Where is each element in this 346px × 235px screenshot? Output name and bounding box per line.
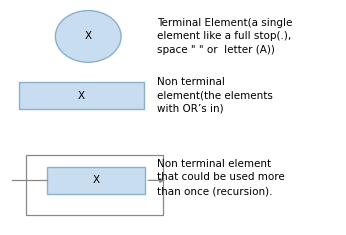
Text: X: X — [78, 91, 85, 101]
Text: X: X — [92, 175, 100, 185]
Bar — [26, 155, 163, 215]
Text: Non terminal
element(the elements
with OR’s in): Non terminal element(the elements with O… — [157, 77, 273, 114]
Bar — [19, 82, 144, 109]
Text: Terminal Element(a single
element like a full stop(.),
space " " or  letter (A)): Terminal Element(a single element like a… — [157, 18, 293, 55]
Ellipse shape — [55, 11, 121, 62]
Text: Non terminal element
that could be used more
than once (recursion).: Non terminal element that could be used … — [157, 159, 285, 196]
Text: X: X — [85, 31, 92, 41]
Bar — [47, 167, 145, 194]
